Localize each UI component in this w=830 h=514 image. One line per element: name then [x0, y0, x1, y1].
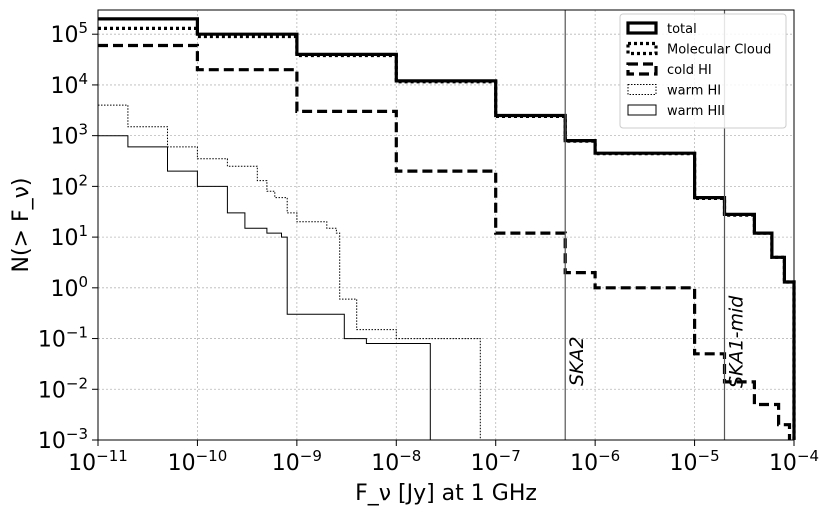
x-tick-label: 10−6: [570, 447, 620, 476]
legend-label: Molecular Cloud: [667, 43, 771, 58]
y-tick-label: 103: [50, 121, 88, 150]
x-tick-label: 10−5: [670, 447, 720, 476]
vline-label: SKA1-mid: [726, 295, 748, 388]
axis-titles: F_ν [Jy] at 1 GHz N(> F_ν): [9, 178, 537, 507]
legend-swatch: [627, 84, 657, 95]
y-axis-title: N(> F_ν): [9, 178, 34, 273]
x-axis-title: F_ν [Jy] at 1 GHz: [355, 481, 537, 506]
x-tick-label: 10−10: [168, 447, 228, 476]
legend: total Molecular Cloud cold HI warm HI warm H…: [619, 13, 787, 129]
x-tick-label: 10−9: [272, 447, 322, 476]
plot-frame: [97, 9, 795, 441]
series-line-molecular-cloud: [98, 26, 796, 440]
tick-layer: 10−11 10−10 10−9 10−8 10−7 10−6 10−5 10−4 10−3 10…: [38, 19, 819, 476]
legend-swatch: [626, 21, 658, 35]
x-tick-label: 10−7: [471, 447, 521, 476]
series-line-warm-hii: [98, 135, 431, 440]
y-tick-label: 10−3: [38, 425, 88, 454]
series-line-cold-hi: [98, 43, 792, 440]
x-tick-label: 10−8: [371, 447, 421, 476]
y-tick-label: 104: [50, 70, 88, 99]
legend-label: warm HII: [667, 104, 725, 119]
x-tick-label: 10−11: [68, 447, 128, 476]
y-tick-label: 10−1: [38, 324, 88, 353]
legend-swatch: [626, 62, 658, 76]
y-tick-label: 10−2: [38, 374, 88, 403]
legend-swatch: [627, 104, 657, 116]
legend-swatch: [626, 41, 658, 56]
y-tick-label: 105: [50, 19, 88, 48]
y-tick-label: 100: [50, 273, 88, 302]
y-tick-label: 101: [50, 222, 88, 251]
legend-label: warm HI: [667, 84, 721, 99]
legend-label: total: [667, 22, 697, 37]
vline-label: SKA2: [566, 336, 588, 386]
reference-lines: SKA2 SKA1-mid: [564, 10, 748, 440]
series-line-warm-hi: [98, 104, 481, 440]
series-layer: [98, 17, 796, 440]
x-tick-label: 10−4: [769, 447, 819, 476]
legend-box: [619, 13, 787, 129]
legend-label: cold HI: [667, 63, 712, 78]
y-tick-label: 102: [50, 171, 88, 200]
